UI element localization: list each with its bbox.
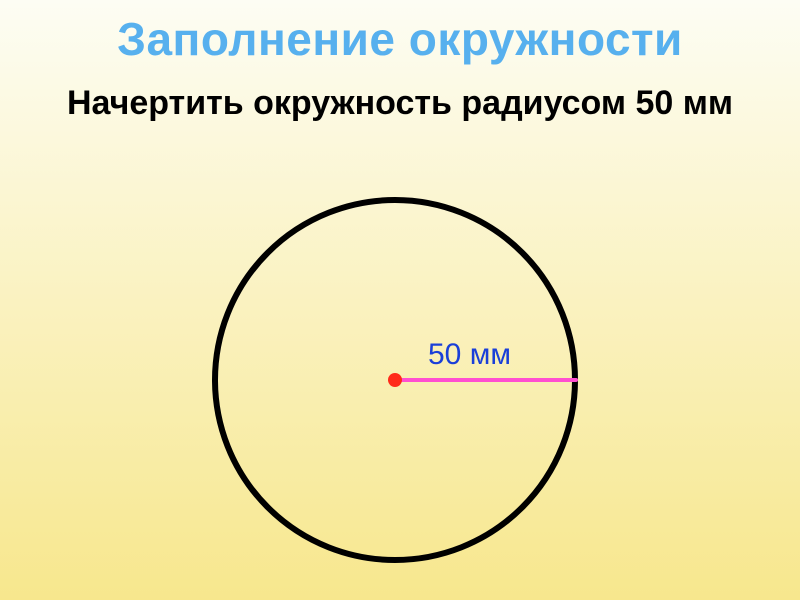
- circle-diagram: 50 мм: [0, 140, 800, 600]
- slide-subtitle: Начертить окружность радиусом 50 мм: [0, 84, 800, 123]
- slide-canvas: Заполнение окружности Начертить окружнос…: [0, 0, 800, 600]
- radius-label: 50 мм: [428, 338, 511, 371]
- diagram-container: 50 мм: [0, 140, 800, 600]
- slide-title: Заполнение окружности: [0, 12, 800, 66]
- center-dot: [388, 373, 402, 387]
